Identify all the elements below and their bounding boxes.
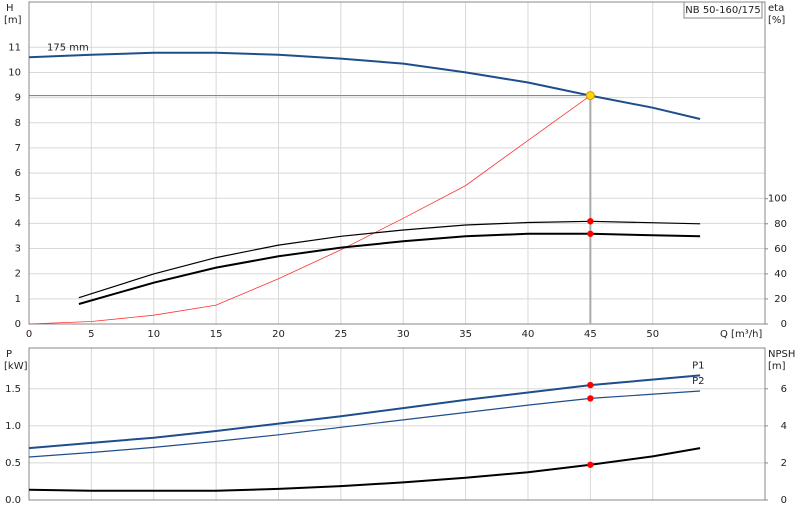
x-tick-label: 10 xyxy=(147,329,160,340)
curve-label: 175 mm xyxy=(47,42,89,53)
y-tick-label: 1 xyxy=(15,294,21,305)
curve xyxy=(28,95,591,325)
y-tick-label: 3 xyxy=(15,244,21,255)
plot-frame xyxy=(28,347,766,501)
operating-point xyxy=(587,461,594,468)
y-tick-label: 2 xyxy=(15,269,21,280)
y2-axis-unit: [%] xyxy=(768,15,785,26)
x-tick-label: 45 xyxy=(584,329,597,340)
y-tick-label: 10 xyxy=(8,67,21,78)
y-axis-unit: [m] xyxy=(4,15,22,26)
curve xyxy=(28,390,701,458)
curve-label: P1 xyxy=(692,360,704,371)
operating-point xyxy=(587,395,594,402)
operating-point xyxy=(585,91,595,101)
y-tick-label: 11 xyxy=(8,42,21,53)
curve xyxy=(78,232,701,305)
y-tick-label: 8 xyxy=(15,118,21,129)
y2-tick-label: 40 xyxy=(774,269,787,280)
x-tick-label: 35 xyxy=(459,329,472,340)
y2-axis-label: NPSH xyxy=(768,349,795,360)
chart-title: NB 50-160/175 xyxy=(685,5,760,16)
y-tick-label: 0.5 xyxy=(5,458,21,469)
curve xyxy=(28,447,701,492)
curve-label: P2 xyxy=(692,376,704,387)
y2-tick-label: 0 xyxy=(781,319,787,330)
y-tick-label: 0.0 xyxy=(5,495,21,506)
x-tick-label: 40 xyxy=(522,329,535,340)
curve xyxy=(78,220,701,299)
y2-axis-unit: [m] xyxy=(768,361,786,372)
x-tick-label: 0 xyxy=(26,329,32,340)
x-tick-label: 5 xyxy=(88,329,94,340)
y-tick-label: 6 xyxy=(15,168,21,179)
y-tick-label: 1.0 xyxy=(5,421,21,432)
operating-point xyxy=(587,230,594,237)
operating-point xyxy=(587,381,594,389)
x-tick-label: 25 xyxy=(334,329,347,340)
x-tick-label: 30 xyxy=(397,329,410,340)
y-tick-label: 4 xyxy=(15,218,21,229)
operating-point xyxy=(587,218,594,225)
x-tick-label: 50 xyxy=(646,329,659,340)
y2-tick-label: 100 xyxy=(768,194,787,205)
y2-tick-label: 2 xyxy=(781,458,787,469)
x-tick-label: 15 xyxy=(210,329,223,340)
y2-tick-label: 20 xyxy=(774,294,787,305)
y-tick-label: 0 xyxy=(15,319,21,330)
curve xyxy=(28,374,701,450)
y-tick-label: 7 xyxy=(15,143,21,154)
y-axis-label: P xyxy=(6,349,12,360)
y-axis-unit: [kW] xyxy=(4,361,28,372)
y-axis-label: H xyxy=(6,3,14,14)
y-tick-label: 1.5 xyxy=(5,384,21,395)
y2-tick-label: 4 xyxy=(781,421,787,432)
y2-tick-label: 60 xyxy=(774,244,787,255)
y-tick-label: 5 xyxy=(15,193,21,204)
plot-frame xyxy=(28,1,766,325)
y2-tick-label: 80 xyxy=(774,219,787,230)
y2-axis-label: eta xyxy=(768,3,784,14)
curve xyxy=(28,51,701,120)
y2-tick-label: 6 xyxy=(781,384,787,395)
y-tick-label: 9 xyxy=(15,93,21,104)
title-box xyxy=(683,1,763,19)
y2-tick-label: 0 xyxy=(781,495,787,506)
x-tick-label: 20 xyxy=(272,329,285,340)
x-axis-label: Q [m³/h] xyxy=(720,329,762,340)
